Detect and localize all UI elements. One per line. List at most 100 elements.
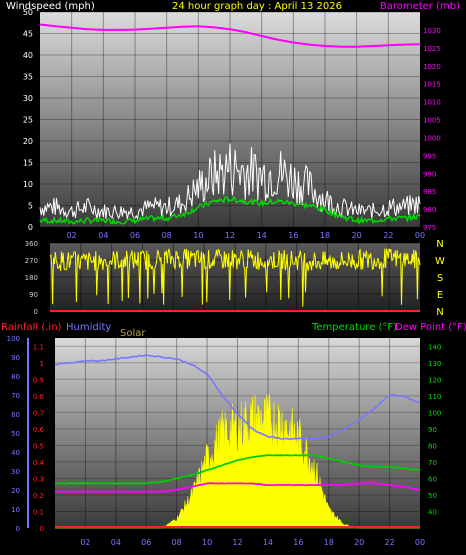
temperature-tick-label: 100 — [428, 409, 441, 417]
rain-tick-label: 0.3 — [33, 475, 44, 483]
thermo-hour-label: 08 — [172, 538, 182, 547]
thermo-hour-label: 04 — [111, 538, 121, 547]
thermo-hour-label: 18 — [324, 538, 334, 547]
barometer-tick-label: 1025 — [423, 45, 441, 53]
wind-tick-label: 0 — [28, 223, 33, 232]
barometer-tick-label: 995 — [423, 152, 436, 160]
temperature-axis-label: Temperature (°F) — [311, 322, 397, 333]
compass-label: E — [437, 290, 443, 301]
humidity-axis-label: Humidity — [66, 322, 111, 333]
humidity-series — [54, 354, 421, 440]
direction-tick-label: 270 — [25, 257, 38, 265]
wind-hour-label: 00 — [415, 231, 425, 240]
barometer-tick-label: 990 — [423, 170, 436, 178]
rain-tick-label: 0.6 — [33, 426, 45, 434]
wind-tick-label: 5 — [28, 202, 33, 211]
wind-tick-label: 30 — [23, 94, 33, 103]
wind-hour-label: 16 — [288, 231, 298, 240]
humidity-tick-label: 60 — [11, 411, 20, 419]
barometer-tick-label: 1000 — [423, 134, 441, 142]
rain-tick-label: 1 — [40, 360, 44, 368]
rain-tick-label: 0.2 — [33, 492, 44, 500]
rain-tick-label: 0.7 — [33, 409, 44, 417]
barometer-axis-label: Barometer (mb) — [380, 1, 460, 12]
humidity-tick-label: 100 — [7, 335, 20, 343]
humidity-tick-label: 50 — [11, 430, 20, 438]
thermo-hour-label: 16 — [293, 538, 303, 547]
wind-gust-series — [39, 143, 421, 220]
temperature-tick-label: 140 — [428, 343, 441, 351]
humidity-tick-label: 80 — [11, 373, 20, 381]
humidity-tick-label: 40 — [11, 449, 20, 457]
rain-tick-label: 0.4 — [33, 459, 45, 467]
thermo-hour-label: 14 — [263, 538, 273, 547]
dewpoint-axis-label: Dew Point (°F) — [395, 322, 466, 333]
compass-label: N — [436, 307, 443, 318]
wind-series — [39, 23, 421, 226]
rain-tick-label: 0.5 — [33, 442, 44, 450]
humidity-tick-label: 30 — [11, 468, 20, 476]
wind-tick-label: 20 — [23, 137, 33, 146]
thermo-hour-label: 02 — [80, 538, 90, 547]
humidity-tick-label: 10 — [11, 506, 20, 514]
rain-tick-label: 0.1 — [33, 508, 44, 516]
wind-hour-label: 18 — [320, 231, 330, 240]
dewpoint-series — [54, 482, 421, 493]
humidity-tick-label: 70 — [11, 392, 20, 400]
thermo-hour-label: 00 — [415, 538, 425, 547]
thermo-series — [54, 354, 421, 529]
barometer-tick-label: 1030 — [423, 27, 441, 35]
thermo-hour-label: 22 — [384, 538, 394, 547]
wind-tick-label: 35 — [23, 73, 33, 82]
temperature-tick-label: 130 — [428, 360, 441, 368]
solar-axis-label: Solar — [120, 328, 146, 339]
chart-title: 24 hour graph day : April 13 2026 — [172, 1, 342, 12]
rain-tick-label: 0.9 — [33, 376, 44, 384]
humidity-tick-label: 20 — [11, 487, 20, 495]
barometer-tick-label: 985 — [423, 188, 436, 196]
compass-label: S — [437, 273, 443, 284]
direction-series — [49, 248, 421, 312]
wind-hour-label: 12 — [225, 231, 235, 240]
wind-tick-label: 25 — [23, 116, 33, 125]
thermo-hour-label: 10 — [202, 538, 212, 547]
barometer-tick-label: 1015 — [423, 81, 441, 89]
wind-tick-label: 50 — [23, 8, 33, 17]
temperature-humidity-panel: 0 0.1 0.2 0.3 0.4 0.5 0.6 0.7 0.8 0.9 1 1.1 0 10 20 30 4… — [1, 322, 466, 547]
wind-tick-label: 40 — [23, 51, 33, 60]
thermo-hour-label: 06 — [141, 538, 151, 547]
wind-hour-label: 20 — [352, 231, 362, 240]
temperature-tick-label: 90 — [428, 426, 437, 434]
wind-grid — [40, 11, 420, 228]
direction-tick-label: 180 — [25, 274, 38, 282]
barometer-tick-label: 1020 — [423, 63, 441, 71]
temperature-tick-label: 50 — [428, 492, 437, 500]
wind-plot-area — [40, 12, 420, 227]
thermo-ticks: 0 0.1 0.2 0.3 0.4 0.5 0.6 0.7 0.8 0.9 1 1.1 0 10 20 30 4… — [7, 335, 442, 547]
compass-label: W — [435, 256, 445, 267]
rainfall-axis-label: Rainfall (.in) — [1, 322, 62, 333]
wind-hour-label: 08 — [162, 231, 172, 240]
wind-direction-series — [49, 248, 421, 307]
barometer-tick-label: 980 — [423, 206, 436, 214]
temperature-tick-label: 80 — [428, 442, 437, 450]
barometer-series — [39, 23, 421, 48]
thermo-hour-label: 12 — [232, 538, 242, 547]
wind-barometer-panel: 0510152025303540455097598098599099510001… — [6, 1, 460, 240]
direction-plot-area — [50, 243, 420, 311]
temperature-tick-label: 60 — [428, 475, 437, 483]
humidity-tick-label: 90 — [11, 354, 20, 362]
rain-tick-label: 0 — [40, 525, 44, 533]
wind-axis-label: Windspeed (mph) — [6, 1, 95, 12]
rain-tick-label: 1.1 — [33, 343, 44, 351]
direction-tick-label: 0 — [34, 308, 38, 316]
temperature-tick-label: 110 — [428, 393, 441, 401]
temperature-tick-label: 70 — [428, 459, 437, 467]
wind-tick-label: 15 — [23, 159, 33, 168]
temperature-series — [55, 454, 421, 485]
temperature-tick-label: 120 — [428, 376, 441, 384]
humidity-tick-label: 0 — [16, 525, 20, 533]
wind-average-series — [39, 195, 421, 226]
